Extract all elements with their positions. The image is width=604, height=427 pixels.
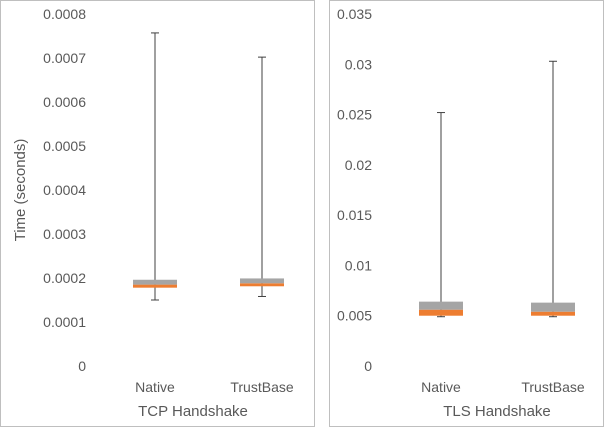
y-tick-label: 0 xyxy=(364,358,372,374)
y-tick-label: 0.0006 xyxy=(43,94,86,110)
y-tick-label: 0.0003 xyxy=(43,226,86,242)
y-tick-label: 0.015 xyxy=(337,207,372,223)
y-axis-title: Time (seconds) xyxy=(12,139,29,242)
box-lower-segment xyxy=(240,283,284,287)
box-lower-segment xyxy=(133,284,177,288)
y-tick-label: 0.01 xyxy=(345,257,372,273)
box-lower-segment xyxy=(419,309,463,316)
y-tick-label: 0.0001 xyxy=(43,314,86,330)
x-axis-title: TLS Handshake xyxy=(443,403,551,420)
x-axis-title: TCP Handshake xyxy=(138,403,248,420)
y-tick-label: 0 xyxy=(78,358,86,374)
y-tick-label: 0.0004 xyxy=(43,182,86,198)
y-tick-label: 0.03 xyxy=(345,56,372,72)
box-lower-segment xyxy=(531,311,575,316)
y-tick-label: 0.02 xyxy=(345,157,372,173)
box-native xyxy=(133,32,177,301)
box-trustbase xyxy=(531,60,575,318)
box-upper-segment xyxy=(133,279,177,285)
y-tick-label: 0.005 xyxy=(337,308,372,324)
x-category-label: TrustBase xyxy=(230,379,293,395)
box-upper-segment xyxy=(531,302,575,312)
y-tick-label: 0.035 xyxy=(337,6,372,22)
tcp-handshake-panel: 0 0.0001 0.0002 0.0003 0.0004 0.0005 0.0006 0.0… xyxy=(0,0,315,427)
y-tick-label: 0.025 xyxy=(337,107,372,123)
x-category-label: Native xyxy=(421,379,461,395)
box-native xyxy=(419,112,463,318)
tls-handshake-panel: 0 0.005 0.01 0.015 0.02 0.025 0.03 0.035 Native T… xyxy=(329,0,604,427)
y-tick-label: 0.0008 xyxy=(43,6,86,22)
y-tick-label: 0.0007 xyxy=(43,50,86,66)
box-trustbase xyxy=(240,56,284,297)
box-upper-segment xyxy=(240,278,284,284)
x-category-label: TrustBase xyxy=(521,379,584,395)
box-upper-segment xyxy=(419,301,463,310)
y-tick-label: 0.0002 xyxy=(43,270,86,286)
x-category-label: Native xyxy=(135,379,175,395)
y-tick-label: 0.0005 xyxy=(43,138,86,154)
